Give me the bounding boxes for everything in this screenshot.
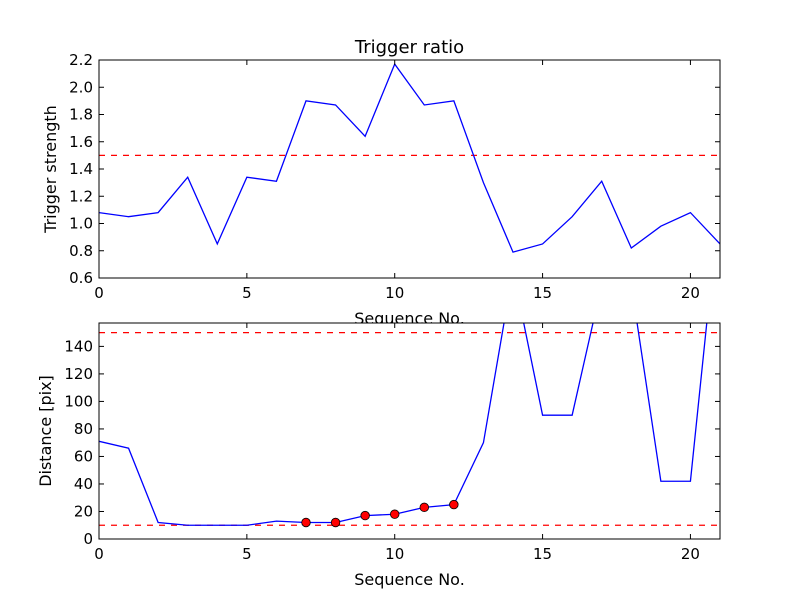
y-tick-label: 1.0 (69, 215, 93, 233)
chart-2: 0 5 10 15 20 0 20 40 60 80 100 120 140 Sequence No. Di… (36, 322, 721, 589)
y-tick-label: 1.6 (69, 133, 93, 151)
y-tick-label: 120 (64, 365, 93, 383)
data-point (419, 502, 429, 513)
y-tick-label: 80 (74, 420, 93, 438)
series-line (99, 323, 708, 526)
x-tick-label: 15 (533, 545, 552, 563)
x-tick-label: 0 (94, 284, 104, 302)
y-tick-label: 1.4 (69, 160, 93, 178)
data-point (390, 509, 400, 519)
y-tick-label: 20 (74, 502, 93, 520)
chart-1: 0 5 10 15 20 0.6 0.8 1.0 1.2 1.4 1.6 1.8 2.0 2.2 Trigg… (41, 37, 721, 328)
y-tick-label: 60 (74, 447, 93, 465)
plot-area (99, 323, 720, 539)
y-axis-label: Trigger strength (41, 105, 60, 234)
x-tick-label: 10 (385, 284, 404, 302)
x-tick-label: 5 (242, 545, 252, 563)
y-tick-label: 2.0 (69, 78, 93, 96)
x-tick-label: 20 (681, 545, 700, 563)
y-tick-label: 1.8 (69, 106, 93, 124)
x-tick-label: 0 (94, 545, 104, 563)
y-tick-label: 0.8 (69, 242, 93, 260)
y-tick-label: 2.2 (69, 51, 93, 69)
x-tick-label: 5 (242, 284, 252, 302)
data-point (449, 499, 459, 510)
y-axis-label: Distance [pix] (36, 375, 55, 487)
y-tick-label: 0 (83, 530, 93, 548)
data-layer (99, 62, 720, 253)
y-tick-label: 40 (74, 475, 93, 493)
data-point (360, 510, 370, 521)
x-tick-label: 20 (681, 284, 700, 302)
y-tick-label: 0.6 (69, 269, 93, 287)
plot-area (99, 60, 720, 278)
y-tick-label: 1.2 (69, 187, 93, 205)
x-axis-label: Sequence No. (354, 570, 465, 589)
chart-title: Trigger ratio (354, 37, 464, 58)
series-line (99, 62, 720, 253)
axes-frame (98, 322, 721, 540)
data-layer (99, 323, 708, 528)
data-point (301, 517, 311, 528)
x-tick-label: 15 (533, 284, 552, 302)
x-tick-label: 10 (385, 545, 404, 563)
y-tick-label: 100 (64, 392, 93, 410)
data-point (330, 517, 341, 528)
y-tick-label: 140 (64, 337, 93, 355)
